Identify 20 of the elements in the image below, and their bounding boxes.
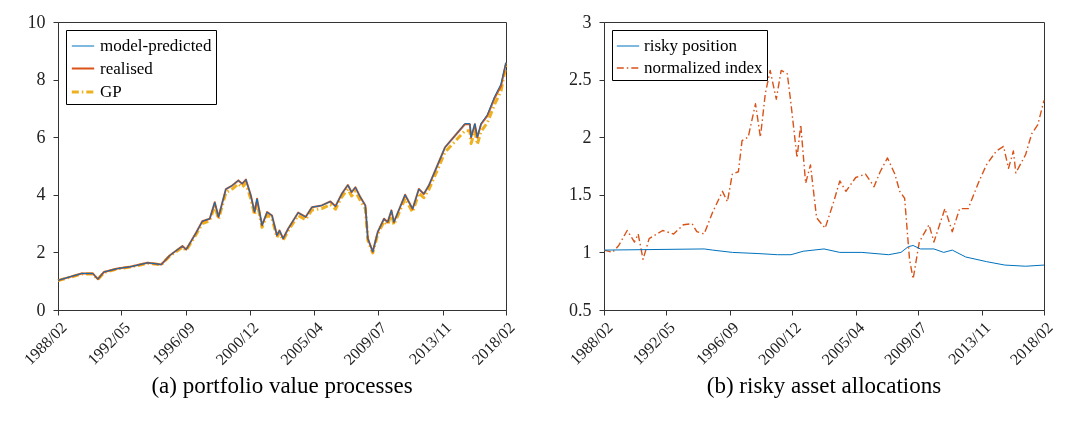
y-tick-label: 2.5 — [569, 69, 592, 90]
y-tick-label: 0 — [36, 299, 46, 320]
legend-label: GP — [100, 82, 122, 101]
y-tick-label: 3 — [582, 11, 592, 32]
y-tick-label: 0.5 — [569, 299, 592, 320]
y-tick-label: 2 — [582, 126, 592, 147]
legend-label: normalized index — [644, 58, 763, 77]
y-tick-label: 1.5 — [569, 184, 592, 205]
y-tick-label: 6 — [36, 126, 46, 147]
text: (a) portfolio value processes — [151, 373, 413, 399]
text: (b) risky asset allocations — [706, 373, 942, 399]
y-tick-label: 1 — [582, 241, 592, 262]
legend-label: model-predicted — [100, 36, 212, 55]
legend-label: realised — [100, 58, 154, 78]
y-tick-label: 10 — [27, 11, 46, 32]
legend-label: risky position — [644, 36, 738, 55]
y-tick-label: 4 — [36, 184, 46, 205]
y-tick-label: 8 — [36, 69, 46, 90]
y-tick-label: 2 — [36, 241, 46, 262]
line-series — [603, 244, 1045, 267]
